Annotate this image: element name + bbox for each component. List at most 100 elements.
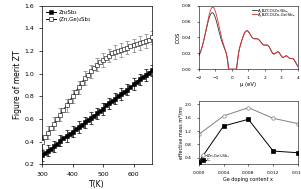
A_BZCO(Zn)Sb₃₎ — [293, 60, 297, 63]
Zn₄Sb₃ — [101, 108, 105, 110]
(Zn,Ge)₄Sb₃ — [40, 141, 44, 143]
Y-axis label: Figure of merit ZT: Figure of merit ZT — [13, 51, 22, 119]
Zn₄Sb₃ — [49, 147, 53, 150]
A_BZCO(Zn,Ge)Sb₃₎ — [243, 32, 246, 34]
(Zn,Ge)₄Sb₃ — [77, 86, 80, 88]
Zn₄Sb₃ — [116, 95, 120, 98]
(Zn,Ge)₄Sb₃ — [56, 118, 59, 120]
A_BZCO(Zn,Ge)Sb₃₎ — [227, 68, 230, 70]
Zn₄Sb₃ — [110, 100, 114, 102]
(Zn,Ge)₄Sb₃ — [197, 133, 200, 136]
Legend: A_BZCO(Zn)Sb₃₎, A_BZCO(Zn,Ge)Sb₃₎: A_BZCO(Zn)Sb₃₎, A_BZCO(Zn,Ge)Sb₃₎ — [252, 8, 296, 17]
(Zn,Ge)₄Sb₃ — [138, 42, 141, 44]
Zn₄Sb₃ — [59, 139, 62, 142]
A_BZCO(Zn,Ge)Sb₃₎ — [202, 39, 206, 41]
A_BZCO(Zn,Ge)Sb₃₎ — [197, 55, 200, 57]
(Zn,Ge)₄Sb₃ — [123, 48, 126, 50]
A_BZCO(Zn)Sb₃₎ — [245, 30, 249, 32]
Cₙ — [296, 152, 300, 154]
Zn₄Sb₃ — [46, 150, 50, 152]
Zn₄Sb₃ — [92, 115, 96, 117]
Cₙ — [222, 125, 225, 127]
(Zn,Ge)₄Sb₃ — [98, 61, 102, 64]
X-axis label: T(K): T(K) — [89, 180, 105, 189]
(Zn,Ge)₄Sb₃ — [74, 91, 77, 93]
Zn₄Sb₃ — [98, 110, 102, 112]
Zn₄Sb₃ — [95, 112, 99, 115]
Zn₄Sb₃ — [132, 83, 135, 85]
Zn₄Sb₃ — [135, 81, 138, 83]
Zn₄Sb₃ — [107, 102, 111, 104]
A_BZCO(Zn)Sb₃₎ — [275, 51, 279, 53]
Zn₄Sb₃ — [123, 91, 126, 93]
Y-axis label: DOS: DOS — [176, 32, 181, 43]
A_BZCO(Zn,Ge)Sb₃₎ — [245, 30, 249, 32]
(Zn,Ge)₄Sb₃ — [68, 100, 71, 102]
Line: Zn₄Sb₃: Zn₄Sb₃ — [41, 69, 153, 157]
X-axis label: Ge doping content x: Ge doping content x — [223, 177, 273, 182]
(Zn,Ge)₄Sb₃ — [107, 54, 111, 57]
(Zn,Ge)₄Sb₃ — [141, 41, 144, 43]
(Zn,Ge)₄Sb₃ — [113, 51, 117, 53]
(Zn,Ge)₄Sb₃ — [132, 44, 135, 46]
Zn₄Sb₃ — [141, 76, 144, 78]
(Zn,Ge)₄Sb₃ — [147, 39, 150, 41]
Zn₄Sb₃ — [62, 137, 65, 139]
Zn₄Sb₃ — [147, 71, 150, 74]
Zn₄Sb₃ — [129, 86, 132, 88]
Zn₄Sb₃ — [71, 130, 74, 133]
Zn₄Sb₃ — [89, 117, 93, 119]
X-axis label: μ (eV): μ (eV) — [240, 81, 256, 87]
Line: A_BZCO(Zn)Sb₃₎: A_BZCO(Zn)Sb₃₎ — [199, 13, 298, 69]
Cₙ — [247, 118, 250, 120]
Zn₄Sb₃ — [104, 104, 108, 107]
Zn₄Sb₃ — [40, 154, 44, 156]
Line: A_BZCO(Zn,Ge)Sb₃₎: A_BZCO(Zn,Ge)Sb₃₎ — [199, 7, 298, 69]
(Zn,Ge)₄Sb₃ — [296, 122, 300, 125]
Zn₄Sb₃ — [43, 152, 47, 154]
A_BZCO(Zn)Sb₃₎ — [243, 32, 246, 34]
Zn₄Sb₃ — [138, 78, 141, 81]
A_BZCO(Zn)Sb₃₎ — [202, 39, 206, 41]
A_BZCO(Zn)Sb₃₎ — [210, 12, 214, 14]
Y-axis label: effective mass m*/m₀: effective mass m*/m₀ — [178, 106, 184, 159]
(Zn,Ge)₄Sb₃ — [135, 43, 138, 45]
Zn₄Sb₃ — [86, 119, 90, 121]
(Zn,Ge)₄Sb₃ — [272, 117, 275, 119]
(Zn,Ge)₄Sb₃ — [89, 70, 93, 73]
(Zn,Ge)₄Sb₃ — [92, 67, 96, 69]
Line: (Zn,Ge)₄Sb₃: (Zn,Ge)₄Sb₃ — [41, 36, 153, 143]
Zn₄Sb₃ — [52, 145, 56, 147]
Legend: Zn₄Sb₃, (Zn,Ge)₄Sb₃: Zn₄Sb₃, (Zn,Ge)₄Sb₃ — [45, 9, 92, 23]
A_BZCO(Zn,Ge)Sb₃₎ — [275, 51, 279, 53]
Zn₄Sb₃ — [56, 143, 59, 145]
(Zn,Ge)₄Sb₃ — [86, 74, 90, 76]
(Zn,Ge)₄Sb₃ — [101, 59, 105, 61]
(Zn,Ge)₄Sb₃ — [65, 104, 68, 107]
Zn₄Sb₃ — [113, 98, 117, 100]
Zn₄Sb₃ — [68, 133, 71, 135]
Zn₄Sb₃ — [150, 69, 154, 71]
Zn₄Sb₃ — [77, 126, 80, 128]
A_BZCO(Zn,Ge)Sb₃₎ — [211, 6, 215, 8]
A_BZCO(Zn,Ge)Sb₃₎ — [296, 65, 300, 67]
(Zn,Ge)₄Sb₃ — [116, 50, 120, 52]
(Zn,Ge)₄Sb₃ — [247, 106, 250, 109]
A_BZCO(Zn)Sb₃₎ — [296, 65, 300, 67]
(Zn,Ge)₄Sb₃ — [83, 77, 87, 79]
Zn₄Sb₃ — [119, 93, 123, 95]
Cₙ — [197, 161, 200, 163]
Zn₄Sb₃ — [144, 74, 147, 76]
(Zn,Ge)₄Sb₃ — [95, 64, 99, 66]
A_BZCO(Zn)Sb₃₎ — [227, 68, 231, 70]
Line: (Zn,Ge)₄Sb₃: (Zn,Ge)₄Sb₃ — [197, 106, 300, 136]
Line: Cₙ: Cₙ — [197, 118, 300, 163]
(Zn,Ge)₄Sb₃ — [126, 46, 129, 49]
(Zn,Ge)₄Sb₃ — [52, 122, 56, 125]
Zn₄Sb₃ — [83, 121, 87, 124]
Zn₄Sb₃ — [74, 128, 77, 130]
(Zn,Ge)₄Sb₃ — [80, 82, 84, 84]
(Zn,Ge)₄Sb₃ — [119, 49, 123, 51]
(Zn,Ge)₄Sb₃ — [129, 45, 132, 48]
(Zn,Ge)₄Sb₃ — [150, 36, 154, 39]
